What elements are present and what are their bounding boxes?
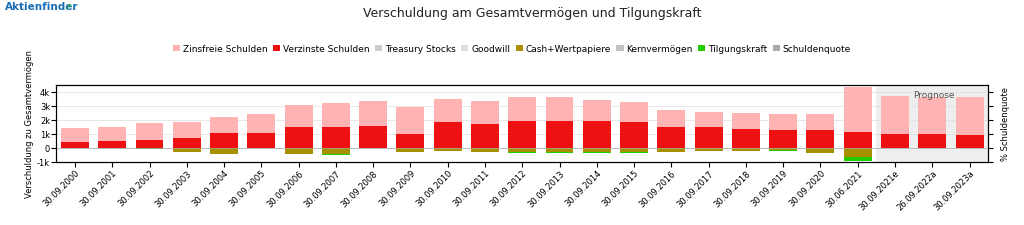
Bar xyxy=(434,123,462,148)
Bar xyxy=(657,148,685,152)
Bar xyxy=(732,129,760,148)
Bar xyxy=(621,148,648,152)
Bar xyxy=(135,123,164,140)
Bar xyxy=(396,148,424,152)
Bar xyxy=(955,98,983,136)
Text: ↗: ↗ xyxy=(63,2,72,12)
Bar xyxy=(98,142,126,148)
Bar xyxy=(508,148,537,152)
Bar xyxy=(621,102,648,122)
Bar xyxy=(61,143,89,148)
Bar xyxy=(546,148,573,152)
Bar xyxy=(621,152,648,153)
Bar xyxy=(210,154,238,155)
Y-axis label: Verschuldung zu Gesamtvermögen: Verschuldung zu Gesamtvermögen xyxy=(26,50,34,197)
Bar xyxy=(807,130,835,148)
Bar xyxy=(955,136,983,148)
Bar xyxy=(98,128,126,142)
Bar xyxy=(396,107,424,134)
Bar xyxy=(285,105,312,128)
Bar xyxy=(546,98,573,121)
Bar xyxy=(508,121,537,148)
Bar xyxy=(210,148,238,154)
Bar xyxy=(471,148,499,152)
Bar xyxy=(359,126,387,148)
Bar xyxy=(434,151,462,152)
Bar xyxy=(732,113,760,129)
Bar xyxy=(583,148,610,152)
Bar xyxy=(955,148,983,149)
Bar xyxy=(396,152,424,153)
Bar xyxy=(694,128,723,148)
Bar xyxy=(61,128,89,143)
Bar xyxy=(285,154,312,155)
Bar xyxy=(694,148,723,151)
Bar xyxy=(434,148,462,151)
Bar xyxy=(732,151,760,152)
Bar xyxy=(807,148,835,153)
Bar xyxy=(359,148,387,149)
Bar xyxy=(248,148,275,149)
Bar xyxy=(769,148,797,150)
Bar xyxy=(657,127,685,148)
Bar xyxy=(322,103,350,128)
Bar xyxy=(210,117,238,134)
Bar xyxy=(135,148,164,149)
Bar xyxy=(919,98,946,135)
Bar xyxy=(434,99,462,123)
Bar xyxy=(844,158,871,161)
Legend: Zinsfreie Schulden, Verzinste Schulden, Treasury Stocks, Goodwill, Cash+Wertpapi: Zinsfreie Schulden, Verzinste Schulden, … xyxy=(173,45,851,54)
Bar xyxy=(657,152,685,153)
Bar xyxy=(844,88,871,132)
Bar xyxy=(135,140,164,148)
Bar xyxy=(844,132,871,148)
Bar xyxy=(694,151,723,152)
Bar xyxy=(732,148,760,151)
Bar xyxy=(877,86,992,162)
Bar xyxy=(657,110,685,127)
Bar xyxy=(621,122,648,148)
Bar xyxy=(248,114,275,134)
Bar xyxy=(769,115,797,131)
Bar xyxy=(285,148,312,154)
Bar xyxy=(396,134,424,148)
Bar xyxy=(769,131,797,148)
Bar xyxy=(285,128,312,148)
Bar xyxy=(807,153,835,154)
Bar xyxy=(173,148,201,152)
Bar xyxy=(583,100,610,122)
Bar xyxy=(694,113,723,128)
Bar xyxy=(583,122,610,148)
Bar xyxy=(173,122,201,138)
Bar xyxy=(173,138,201,148)
Text: Verschuldung am Gesamtvermögen und Tilgungskraft: Verschuldung am Gesamtvermögen und Tilgu… xyxy=(364,7,701,20)
Bar xyxy=(583,152,610,153)
Bar xyxy=(919,135,946,148)
Bar xyxy=(919,148,946,149)
Bar xyxy=(508,152,537,153)
Bar xyxy=(881,134,909,148)
Bar xyxy=(248,134,275,148)
Bar xyxy=(881,97,909,134)
Text: Aktienfinder: Aktienfinder xyxy=(5,2,79,12)
Bar xyxy=(471,152,499,153)
Bar xyxy=(359,101,387,126)
Bar xyxy=(471,101,499,124)
Text: Prognose: Prognose xyxy=(913,91,955,100)
Bar xyxy=(322,148,350,154)
Bar xyxy=(322,128,350,148)
Bar xyxy=(881,148,909,149)
Bar xyxy=(769,150,797,151)
Bar xyxy=(210,134,238,148)
Bar xyxy=(807,114,835,130)
Bar xyxy=(471,124,499,148)
Bar xyxy=(508,98,537,121)
Bar xyxy=(322,154,350,155)
Bar xyxy=(844,148,871,158)
Bar xyxy=(546,121,573,148)
Y-axis label: % Schuldenquote: % Schuldenquote xyxy=(1000,87,1010,161)
Bar xyxy=(546,152,573,153)
